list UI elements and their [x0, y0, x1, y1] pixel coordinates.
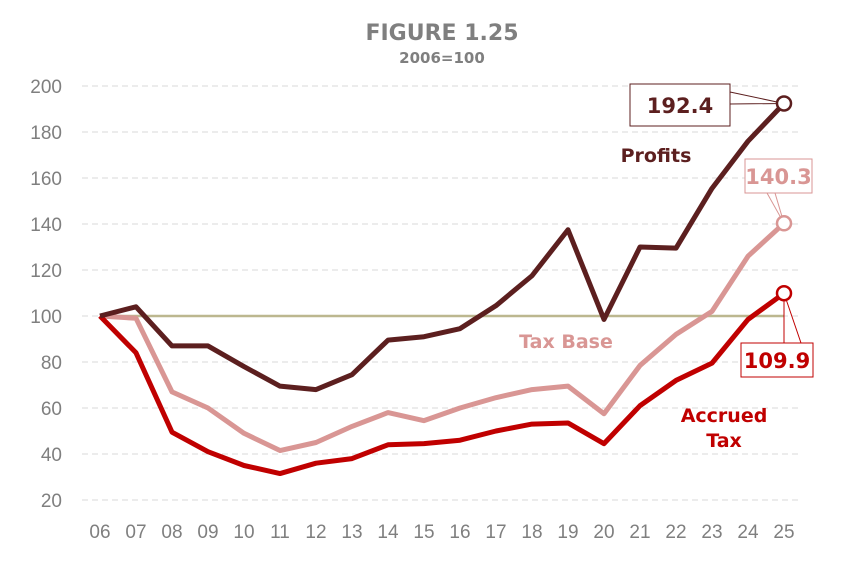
y-tick-label: 40	[41, 445, 62, 466]
y-tick-label: 60	[41, 399, 62, 420]
x-tick-label: 18	[521, 522, 542, 543]
x-tick-label: 17	[485, 522, 506, 543]
y-tick-label: 160	[30, 169, 62, 190]
callout-value-tax-base: 140.3	[745, 165, 811, 189]
y-tick-label: 140	[30, 215, 62, 236]
series-label-tax-base: Tax Base	[519, 331, 613, 353]
x-tick-label: 21	[629, 522, 650, 543]
x-tick-label: 16	[449, 522, 470, 543]
end-marker-profits	[775, 95, 793, 112]
callout-value-profits: 192.4	[647, 94, 713, 118]
x-tick-label: 22	[665, 522, 686, 543]
y-tick-label: 180	[30, 123, 62, 144]
x-tick-label: 20	[593, 522, 614, 543]
x-tick-label: 13	[341, 522, 362, 543]
x-tick-label: 23	[701, 522, 722, 543]
callout-box-profits	[629, 83, 731, 127]
x-tick-label: 12	[305, 522, 326, 543]
series-line-accrued-tax	[98, 291, 786, 477]
callout-box-tax-base	[744, 158, 813, 194]
y-tick-label: 200	[30, 77, 62, 98]
x-tick-label: 08	[161, 522, 182, 543]
chart-subtitle: 2006=100	[399, 49, 485, 67]
x-tick-label: 07	[125, 522, 146, 543]
x-tick-label: 15	[413, 522, 434, 543]
x-tick-label: 06	[89, 522, 110, 543]
x-tick-label: 25	[773, 522, 794, 543]
x-tick-label: 14	[377, 522, 399, 543]
x-tick-label: 19	[557, 522, 578, 543]
series-label-accrued-tax-line2: Tax	[706, 430, 742, 452]
y-tick-label: 100	[30, 307, 62, 328]
series-label-accrued-tax-line1: Accrued	[681, 405, 768, 427]
series-label-profits: Profits	[621, 145, 692, 167]
end-marker-accrued-tax	[775, 284, 793, 302]
series-line-tax-base	[99, 221, 786, 454]
callout-box-accrued-tax	[740, 342, 814, 378]
y-tick-label: 80	[41, 353, 62, 374]
x-tick-label: 24	[737, 522, 759, 543]
y-tick-label: 120	[30, 261, 62, 282]
chart-title: FIGURE 1.25	[365, 21, 518, 46]
x-tick-label: 09	[197, 522, 218, 543]
series-line-profits	[99, 101, 786, 393]
callout-value-accrued-tax: 109.9	[744, 349, 810, 373]
x-tick-label: 11	[270, 522, 290, 543]
y-tick-label: 20	[41, 491, 62, 512]
end-marker-tax-base	[775, 215, 793, 232]
x-tick-label: 10	[233, 522, 254, 543]
